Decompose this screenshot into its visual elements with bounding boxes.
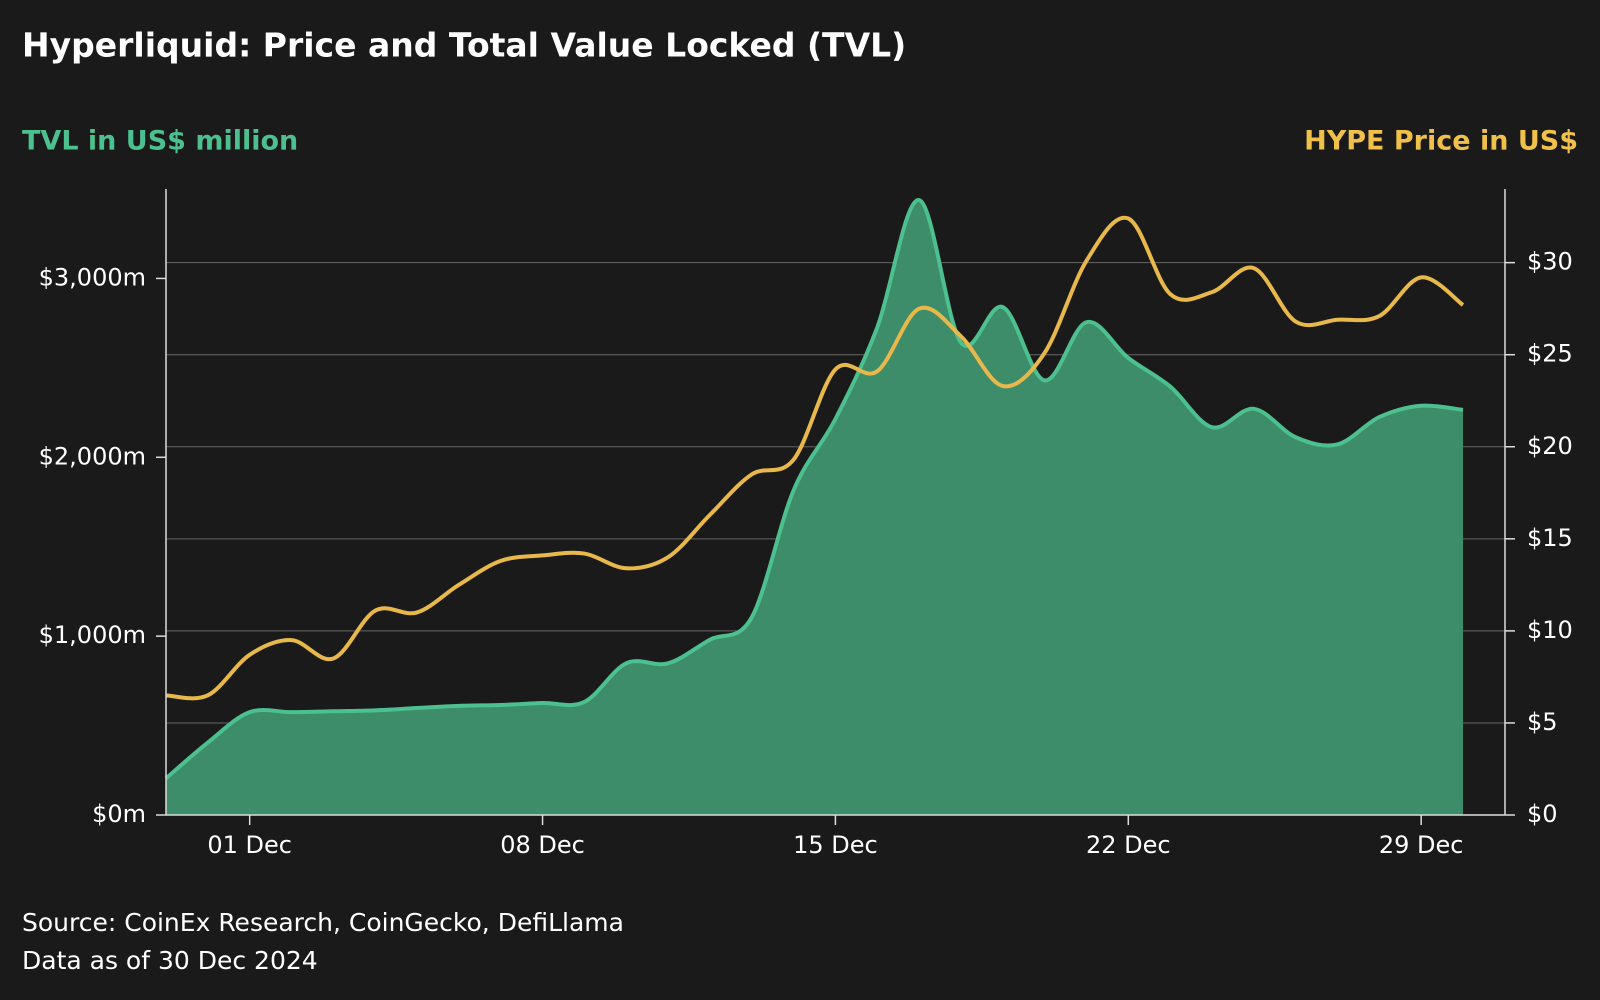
y2-tick-label: $25 <box>1527 340 1573 368</box>
x-tick-label: 15 Dec <box>793 831 878 859</box>
y-tick-label: $3,000m <box>39 263 146 291</box>
area-line <box>164 198 1464 780</box>
x-tick-label: 01 Dec <box>207 831 292 859</box>
y2-tick-label: $10 <box>1527 616 1573 644</box>
y2-tick-label: $0 <box>1527 800 1558 828</box>
y2-tick-label: $30 <box>1527 248 1573 276</box>
chart-title: Hyperliquid: Price and Total Value Locke… <box>22 26 906 65</box>
x-tick-label: 29 Dec <box>1379 831 1464 859</box>
y2-tick-label: $5 <box>1527 708 1558 736</box>
x-tick-label: 08 Dec <box>500 831 585 859</box>
line <box>165 215 1465 701</box>
area <box>166 200 1463 816</box>
y-axis-title: TVL in US$ million <box>22 126 298 157</box>
y-tick-label: $1,000m <box>39 621 146 649</box>
x-tick-label: 22 Dec <box>1086 831 1171 859</box>
note: Data as of 30 Dec 2024 <box>22 946 318 975</box>
y2-tick-label: $20 <box>1527 432 1573 460</box>
source: Source: CoinEx Research, CoinGecko, Defi… <box>22 908 624 937</box>
y2-tick-label: $15 <box>1527 524 1573 552</box>
y-tick-label: $2,000m <box>39 442 146 470</box>
y2-axis-title: HYPE Price in US$ <box>1304 126 1578 157</box>
y-tick-label: $0m <box>92 800 146 828</box>
